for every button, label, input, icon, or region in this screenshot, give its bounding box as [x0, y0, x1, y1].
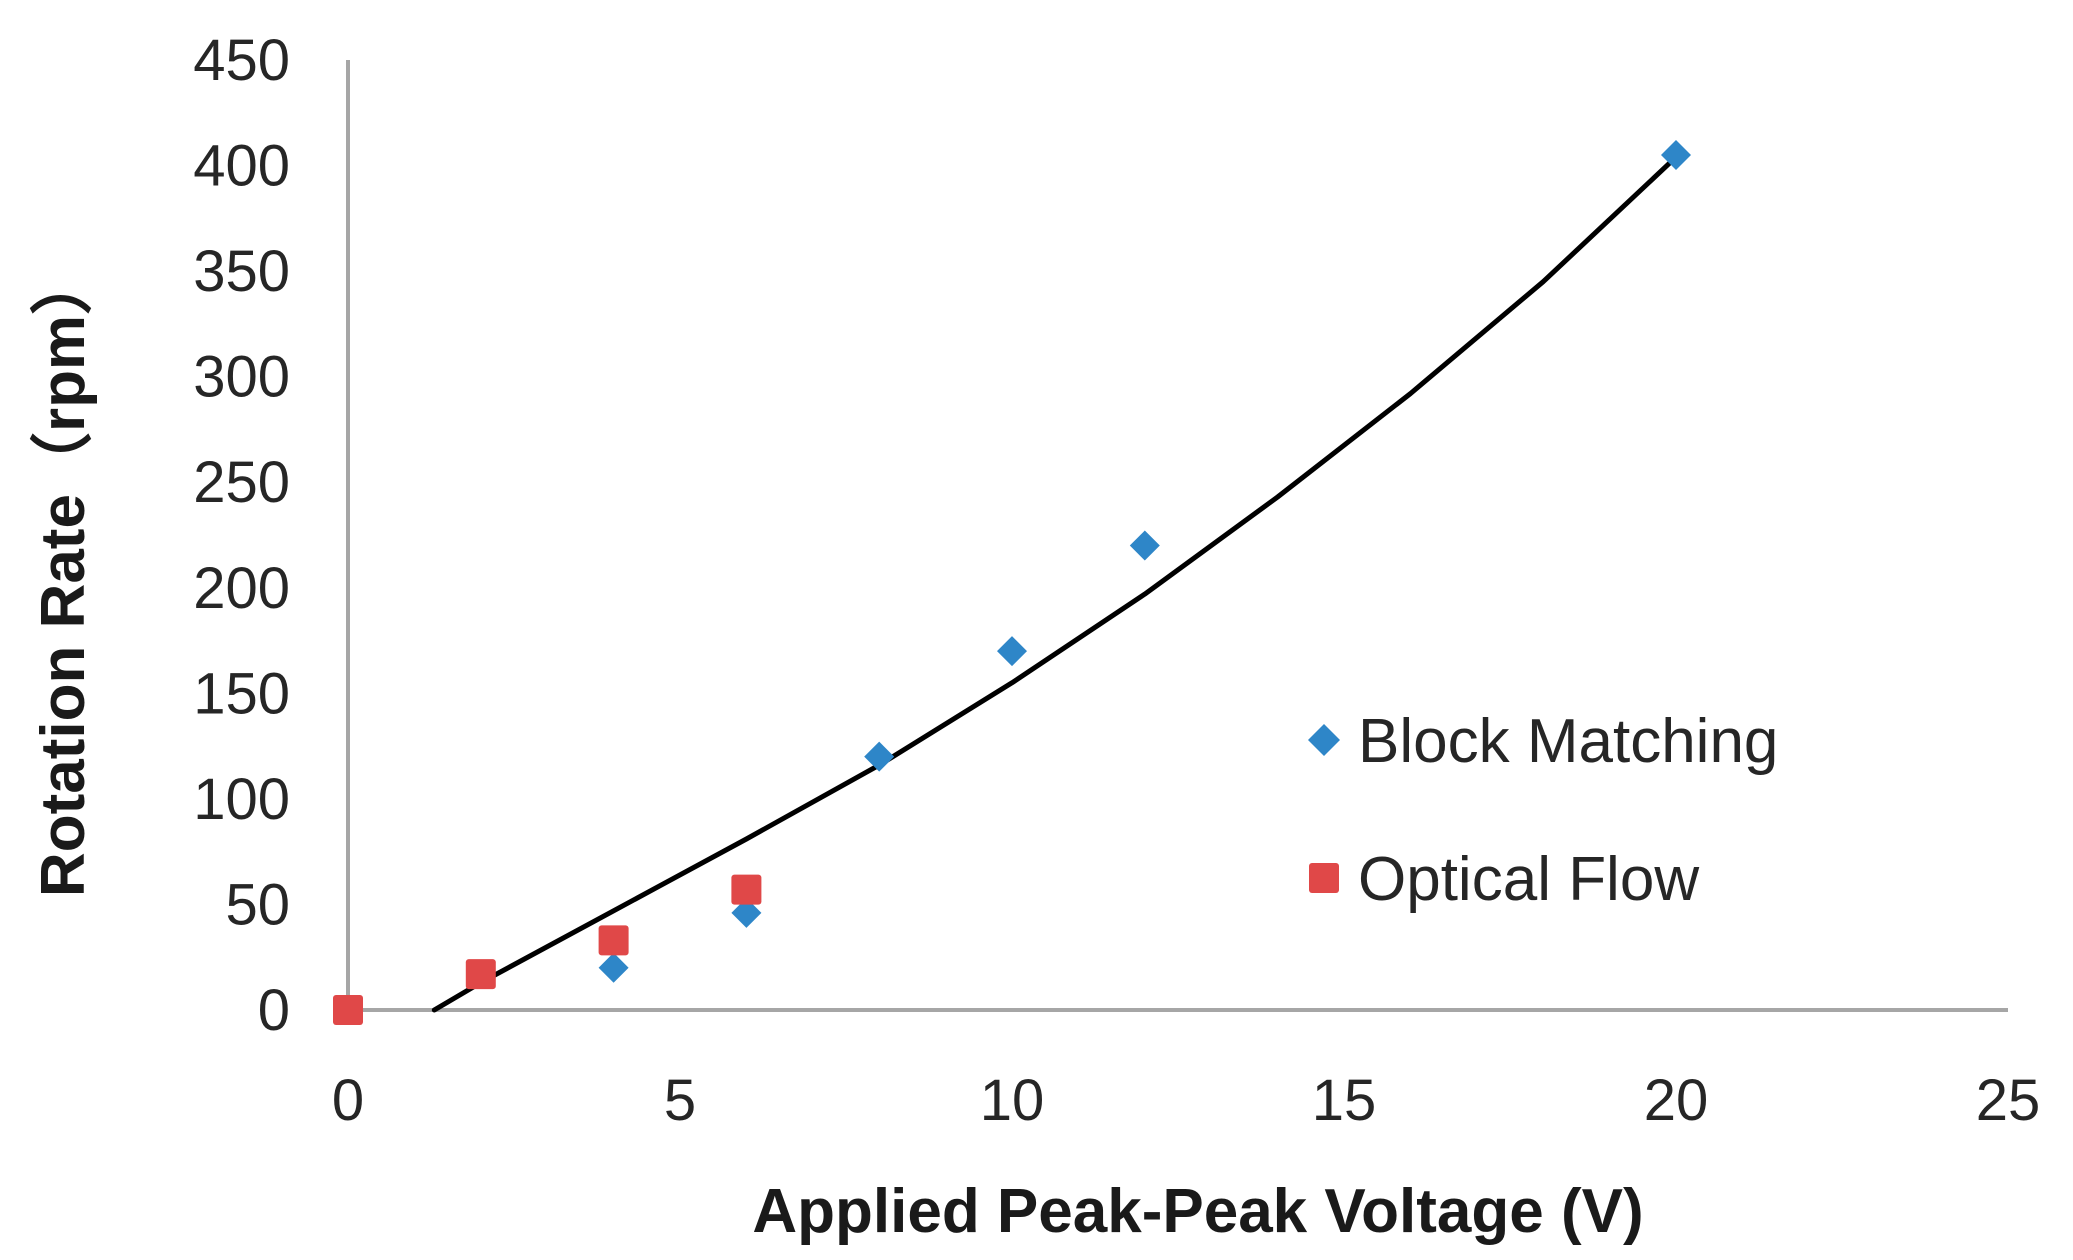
y-tick-label: 300 [193, 345, 290, 410]
y-tick-label: 250 [193, 450, 290, 515]
x-tick-label: 10 [980, 1068, 1045, 1133]
trendline [431, 154, 1679, 1013]
y-tick-label: 450 [193, 28, 290, 93]
legend-diamond-icon [1308, 724, 1340, 756]
data-points [333, 140, 1691, 1025]
y-tick-label: 50 [225, 872, 290, 937]
legend-entry-block-matching: Block Matching [1358, 707, 1778, 776]
x-tick-label: 5 [664, 1068, 696, 1133]
y-tick-label: 100 [193, 767, 290, 832]
y-tick-label: 400 [193, 134, 290, 199]
x-tick-labels: 0 5 10 15 20 25 [332, 1068, 2040, 1133]
y-tick-label: 0 [258, 978, 290, 1043]
chart-axes [346, 60, 2008, 1012]
x-tick-label: 25 [1976, 1068, 2041, 1133]
y-tick-label: 350 [193, 239, 290, 304]
x-tick-label: 0 [332, 1068, 364, 1133]
optical-flow-point [731, 874, 762, 905]
block-matching-point [1661, 140, 1691, 170]
x-tick-label: 15 [1312, 1068, 1377, 1133]
optical-flow-point [465, 959, 496, 990]
block-matching-point [997, 636, 1027, 667]
legend-square-icon [1309, 863, 1339, 893]
block-matching-point [1129, 530, 1160, 561]
legend-entry-optical-flow: Optical Flow [1358, 845, 1699, 914]
y-axis-title: Rotation Rate（rpm） [28, 253, 98, 897]
block-matching-point [731, 897, 762, 928]
optical-flow-point [333, 995, 363, 1025]
y-tick-label: 200 [193, 556, 290, 621]
block-matching-point [864, 741, 895, 772]
x-axis-title: Applied Peak-Peak Voltage (V) [752, 1177, 1643, 1246]
optical-flow-point [598, 925, 629, 956]
block-matching-point [598, 952, 629, 983]
x-tick-label: 20 [1644, 1068, 1709, 1133]
y-tick-label: 150 [193, 661, 290, 726]
y-tick-labels: 0 50 100 150 200 250 300 350 400 450 [193, 28, 290, 1043]
chart-legend: Block Matching Optical Flow [1308, 707, 1778, 914]
